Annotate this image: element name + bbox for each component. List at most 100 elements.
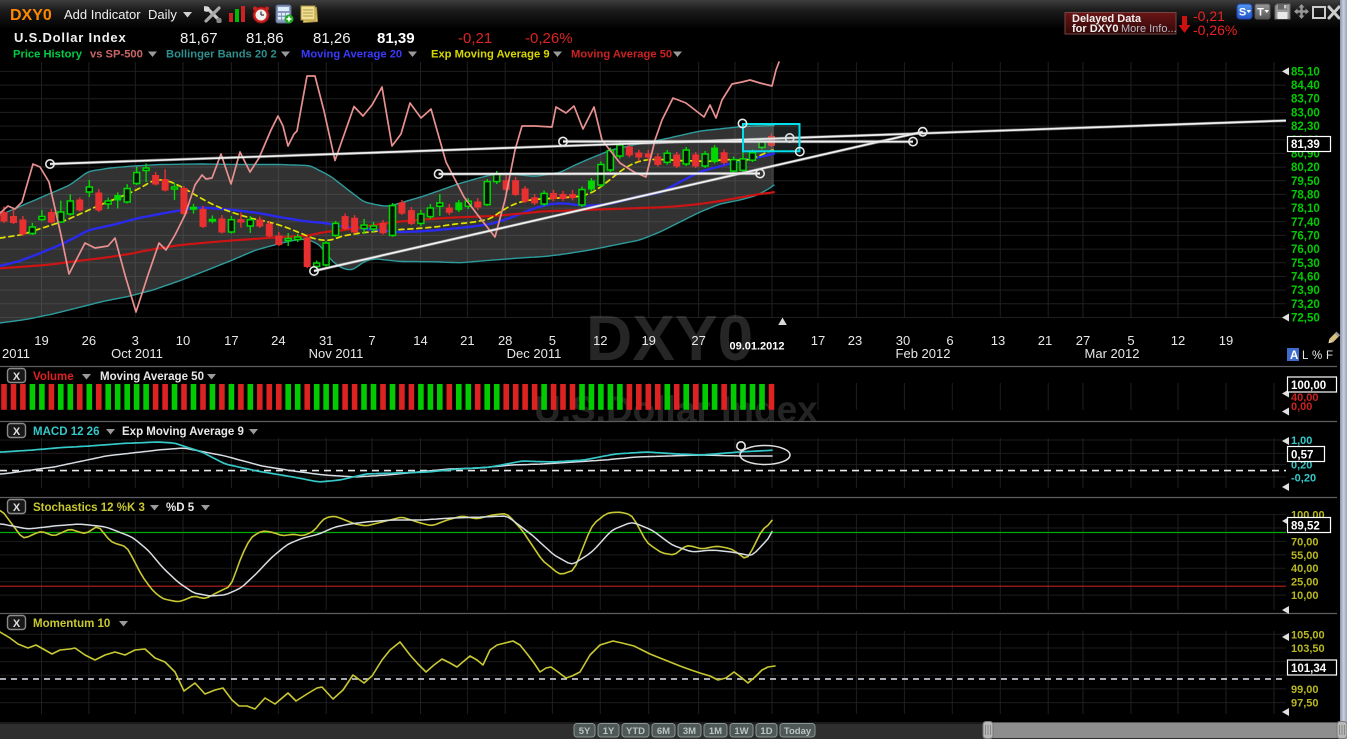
svg-text:0,00: 0,00 bbox=[1291, 401, 1312, 413]
svg-text:F: F bbox=[1326, 350, 1333, 362]
svg-text:26: 26 bbox=[82, 333, 96, 348]
svg-text:09.01.2012: 09.01.2012 bbox=[729, 341, 784, 353]
svg-text:12: 12 bbox=[593, 333, 607, 348]
svg-text:-0,20: -0,20 bbox=[1291, 473, 1316, 485]
svg-text:17: 17 bbox=[224, 333, 238, 348]
svg-text:Stochastics 12 %K 3: Stochastics 12 %K 3 bbox=[33, 502, 145, 514]
svg-text:19: 19 bbox=[34, 333, 48, 348]
svg-text:Exp Moving Average 9: Exp Moving Average 9 bbox=[431, 49, 550, 61]
svg-text:L: L bbox=[1302, 350, 1309, 362]
svg-text:14: 14 bbox=[413, 333, 427, 348]
svg-text:10,00: 10,00 bbox=[1291, 590, 1319, 602]
svg-text:70,00: 70,00 bbox=[1291, 536, 1319, 548]
svg-text:83,00: 83,00 bbox=[1291, 107, 1320, 119]
svg-text:76,00: 76,00 bbox=[1291, 244, 1320, 256]
svg-text:Feb 2012: Feb 2012 bbox=[896, 346, 951, 361]
svg-text:for DXY0: for DXY0 bbox=[1072, 23, 1118, 35]
svg-text:T: T bbox=[1257, 7, 1264, 19]
svg-text:DXY0: DXY0 bbox=[10, 7, 52, 24]
svg-text:19: 19 bbox=[1219, 333, 1233, 348]
svg-text:23: 23 bbox=[848, 333, 862, 348]
svg-text:Delayed Data: Delayed Data bbox=[1072, 13, 1142, 25]
svg-text:Volume: Volume bbox=[33, 371, 74, 383]
svg-text:28: 28 bbox=[498, 333, 512, 348]
svg-text:Today: Today bbox=[784, 726, 812, 737]
svg-text:%: % bbox=[1312, 350, 1322, 362]
svg-text:75,30: 75,30 bbox=[1291, 258, 1320, 270]
svg-text:Add Indicator: Add Indicator bbox=[64, 7, 141, 22]
svg-text:99,00: 99,00 bbox=[1291, 684, 1319, 696]
svg-text:1M: 1M bbox=[709, 726, 722, 737]
svg-text:1Y: 1Y bbox=[603, 726, 615, 737]
svg-text:30: 30 bbox=[896, 333, 910, 348]
svg-text:Moving Average 50: Moving Average 50 bbox=[100, 371, 204, 383]
svg-text:24: 24 bbox=[271, 333, 285, 348]
svg-text:X: X bbox=[13, 502, 21, 514]
svg-text:76,70: 76,70 bbox=[1291, 230, 1320, 242]
svg-text:81,39: 81,39 bbox=[377, 30, 415, 47]
svg-text:S: S bbox=[1239, 7, 1246, 19]
svg-text:73,20: 73,20 bbox=[1291, 299, 1320, 311]
svg-text:-0,26%: -0,26% bbox=[1193, 22, 1237, 38]
svg-text:3M: 3M bbox=[683, 726, 696, 737]
svg-text:%D 5: %D 5 bbox=[166, 502, 195, 514]
svg-text:X: X bbox=[13, 371, 21, 383]
svg-text:82,30: 82,30 bbox=[1291, 121, 1320, 133]
svg-text:YTD: YTD bbox=[626, 726, 645, 737]
svg-text:78,10: 78,10 bbox=[1291, 203, 1320, 215]
svg-text:Exp Moving Average 9: Exp Moving Average 9 bbox=[122, 426, 244, 438]
svg-text:19: 19 bbox=[641, 333, 655, 348]
svg-text:Moving Average 50: Moving Average 50 bbox=[571, 49, 672, 61]
svg-text:74,60: 74,60 bbox=[1291, 272, 1320, 284]
svg-text:Moving Average 20: Moving Average 20 bbox=[301, 49, 402, 61]
svg-text:27: 27 bbox=[691, 333, 705, 348]
svg-text:101,34: 101,34 bbox=[1291, 663, 1327, 675]
svg-text:More Info...: More Info... bbox=[1121, 23, 1177, 35]
svg-text:3: 3 bbox=[132, 333, 139, 348]
svg-text:103,50: 103,50 bbox=[1291, 643, 1325, 655]
svg-text:MACD 12 26: MACD 12 26 bbox=[33, 426, 99, 438]
svg-text:-0,21: -0,21 bbox=[458, 30, 492, 47]
svg-text:25,00: 25,00 bbox=[1291, 577, 1319, 589]
svg-text:78,80: 78,80 bbox=[1291, 189, 1320, 201]
svg-text:81,67: 81,67 bbox=[180, 30, 218, 47]
svg-text:U.S.Dollar Index: U.S.Dollar Index bbox=[14, 30, 127, 45]
svg-text:5Y: 5Y bbox=[579, 726, 591, 737]
svg-text:77,40: 77,40 bbox=[1291, 217, 1320, 229]
svg-text:12: 12 bbox=[1171, 333, 1185, 348]
svg-text:vs SP-500: vs SP-500 bbox=[90, 49, 143, 61]
svg-text:105,00: 105,00 bbox=[1291, 629, 1325, 641]
svg-text:Bollinger Bands 20 2: Bollinger Bands 20 2 bbox=[166, 49, 277, 61]
svg-text:X: X bbox=[13, 618, 21, 630]
svg-text:Price History: Price History bbox=[13, 49, 83, 61]
svg-text:Dec 2011: Dec 2011 bbox=[507, 346, 562, 361]
svg-text:DXY0: DXY0 bbox=[586, 302, 753, 374]
svg-text:83,70: 83,70 bbox=[1291, 94, 1320, 106]
svg-text:72,50: 72,50 bbox=[1291, 313, 1320, 325]
svg-text:21: 21 bbox=[1038, 333, 1052, 348]
svg-text:84,40: 84,40 bbox=[1291, 80, 1320, 92]
svg-text:2011: 2011 bbox=[2, 346, 30, 361]
svg-text:81,86: 81,86 bbox=[246, 30, 284, 47]
svg-text:89,52: 89,52 bbox=[1291, 521, 1320, 533]
svg-text:6M: 6M bbox=[657, 726, 670, 737]
svg-text:Daily: Daily bbox=[148, 7, 177, 22]
svg-text:55,00: 55,00 bbox=[1291, 550, 1319, 562]
svg-text:Oct 2011: Oct 2011 bbox=[111, 346, 163, 361]
svg-text:1W: 1W bbox=[734, 726, 748, 737]
svg-text:73,90: 73,90 bbox=[1291, 285, 1320, 297]
svg-text:21: 21 bbox=[460, 333, 474, 348]
svg-text:40,00: 40,00 bbox=[1291, 563, 1319, 575]
svg-text:5: 5 bbox=[1127, 333, 1134, 348]
svg-text:17: 17 bbox=[811, 333, 825, 348]
svg-text:-0,21: -0,21 bbox=[1193, 8, 1225, 24]
svg-text:0,20: 0,20 bbox=[1291, 460, 1312, 472]
svg-text:1,00: 1,00 bbox=[1291, 435, 1312, 447]
svg-text:27: 27 bbox=[1076, 333, 1090, 348]
svg-text:31: 31 bbox=[319, 333, 333, 348]
svg-text:97,50: 97,50 bbox=[1291, 698, 1319, 710]
svg-text:5: 5 bbox=[549, 333, 556, 348]
svg-text:Momentum 10: Momentum 10 bbox=[33, 618, 110, 630]
svg-text:79,50: 79,50 bbox=[1291, 176, 1320, 188]
svg-text:10: 10 bbox=[176, 333, 190, 348]
